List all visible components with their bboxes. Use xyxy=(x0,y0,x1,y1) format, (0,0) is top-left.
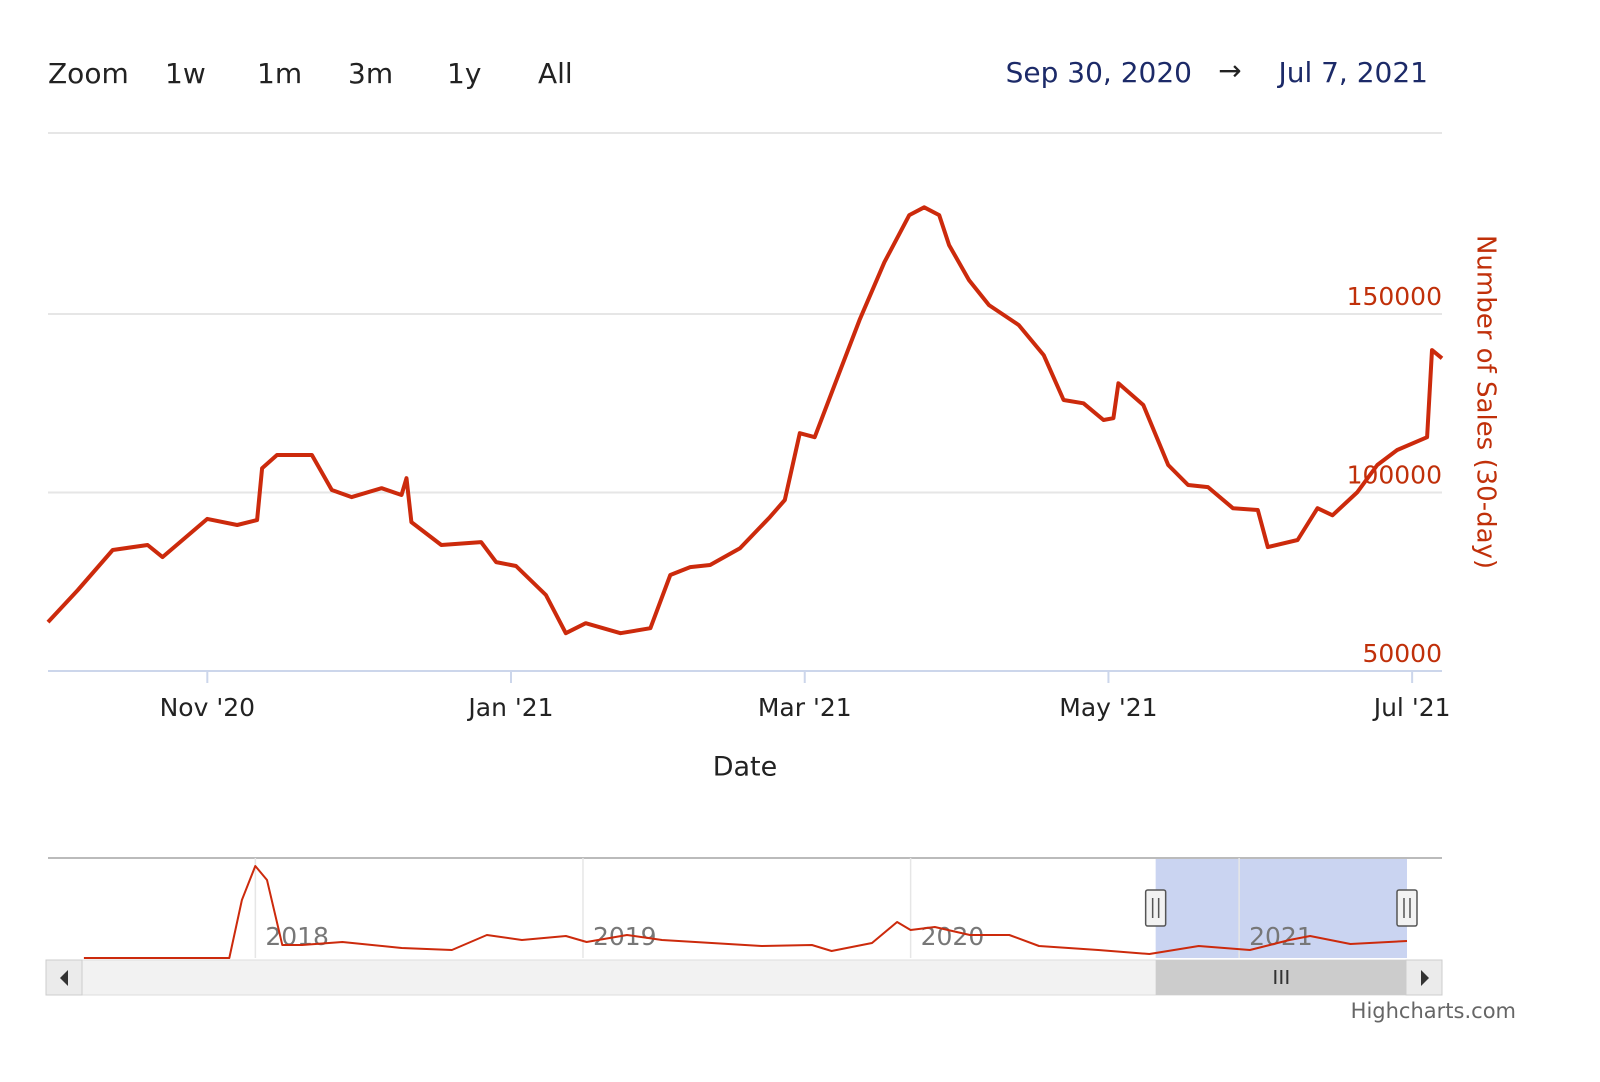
navigator-handle[interactable] xyxy=(1144,889,1167,927)
range-button[interactable]: 3m xyxy=(348,57,393,90)
x-tick-label: 2018 xyxy=(265,922,329,951)
handle-grip xyxy=(1403,898,1411,918)
series-line xyxy=(83,865,1408,959)
x-tick-label: Jan '21 xyxy=(466,693,553,722)
y-tick-label: 150000 xyxy=(1347,282,1442,311)
x-axis-title: Date xyxy=(713,752,778,783)
x-tick-label: 2021 xyxy=(1249,922,1313,951)
range-separator: → xyxy=(1218,54,1241,87)
x-tick-label: Mar '21 xyxy=(758,693,852,722)
x-tick-label: Jul '21 xyxy=(1372,693,1451,722)
x-tick-label: May '21 xyxy=(1059,693,1157,722)
x-tick-label: 2020 xyxy=(921,922,985,951)
scrollbar-grip xyxy=(1274,970,1289,984)
arrow xyxy=(1421,970,1429,986)
y-tick-label: 50000 xyxy=(1362,639,1442,668)
range-button[interactable]: 1m xyxy=(257,57,302,90)
credits[interactable]: Highcharts.com xyxy=(1351,999,1516,1023)
arrow xyxy=(60,970,68,986)
range-from[interactable]: Sep 30, 2020 xyxy=(1006,56,1192,89)
range-button[interactable]: 1w xyxy=(165,57,206,90)
y-axis-title: Number of Sales (30-day) xyxy=(1471,235,1501,569)
handle-grip xyxy=(1151,898,1160,918)
range-button[interactable]: 1y xyxy=(447,57,481,90)
zoom-label: Zoom xyxy=(48,57,129,90)
x-tick-label: 2019 xyxy=(593,922,657,951)
navigator-handle[interactable] xyxy=(1396,889,1418,927)
series-line xyxy=(46,205,1444,636)
x-tick-label: Nov '20 xyxy=(160,693,255,722)
range-to[interactable]: Jul 7, 2021 xyxy=(1276,56,1428,89)
range-button[interactable]: All xyxy=(538,57,573,90)
